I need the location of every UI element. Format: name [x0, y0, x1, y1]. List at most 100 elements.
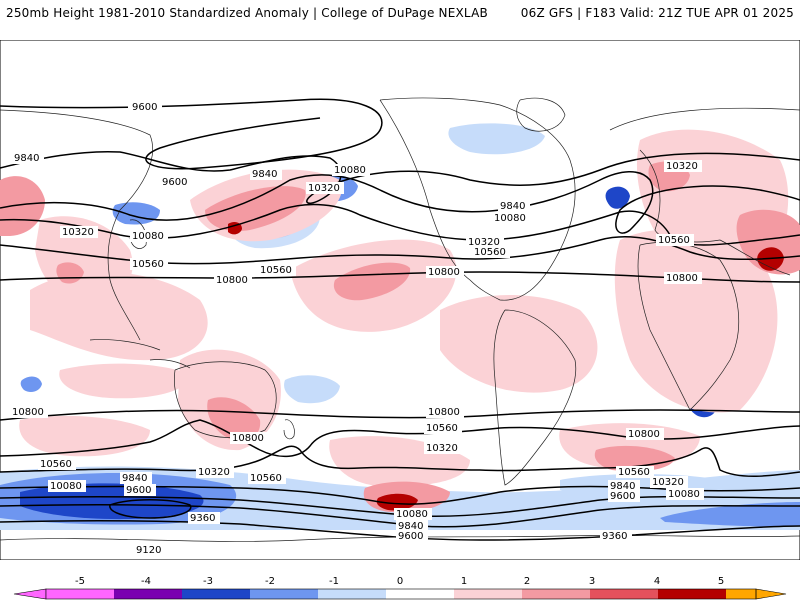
- southern-negative-se: [660, 502, 800, 527]
- south-pacific-deep-red: [376, 493, 418, 511]
- contour-label-10800-americas: 10800: [428, 267, 460, 278]
- east-pacific-red: [333, 262, 411, 301]
- south-america-coast: [493, 309, 577, 486]
- contour-label-10800-south-west: 10800: [12, 407, 44, 418]
- contour-label-9600-north: 9600: [132, 102, 157, 113]
- anomaly-map: 9600 9840 9600 9840 10080 10320 10320 10…: [0, 40, 800, 560]
- contour-10560-south: [0, 419, 800, 458]
- contour-label-10320-americas: 10320: [468, 237, 500, 248]
- contour-label-10560-europe: 10560: [658, 235, 690, 246]
- colorbar-tick-neg5: -5: [75, 576, 85, 587]
- contour-label-10560-asia: 10560: [132, 259, 164, 270]
- contour-label-9360-south-east: 9360: [602, 531, 627, 542]
- australia-red: [207, 397, 261, 442]
- southern-negative-deep: [20, 483, 204, 520]
- colorbar-bin-neg2: [250, 589, 318, 599]
- contour-label-9840-south-east: 9840: [610, 481, 635, 492]
- canada-negative: [448, 123, 545, 155]
- contour-label-10320-south-east: 10320: [652, 477, 684, 488]
- australia-coast: [174, 361, 277, 438]
- contour-9360-south: [0, 519, 800, 541]
- indian-pink: [59, 363, 190, 399]
- contour-label-9360-south-west: 9360: [190, 513, 215, 524]
- contour-labels: 9600 9840 9600 9840 10080 10320 10320 10…: [10, 100, 704, 556]
- africa-coast: [637, 241, 740, 411]
- colorbar-tick-pos1: 1: [461, 576, 467, 587]
- colorbar-tick-pos5: 5: [718, 576, 724, 587]
- contour-label-10800-australia: 10800: [232, 433, 264, 444]
- colorbar: -5 -4 -3 -2 -1 0 1 2 3 4 5: [13, 576, 787, 600]
- contour-label-10080-south-central: 10080: [396, 509, 428, 520]
- colorbar-bin-pos4: [658, 589, 726, 599]
- contour-label-9840-south-central: 9840: [398, 521, 423, 532]
- model-run-info: 06Z GFS | F183 Valid: 21Z TUE APR 01 202…: [520, 6, 794, 20]
- north-america-coast: [379, 97, 576, 301]
- colorbar-bin-pos5: [726, 589, 756, 599]
- contour-10320-south: [0, 445, 800, 477]
- colorbar-bin-neg1: [318, 589, 386, 599]
- colorbar-bin-neg3: [182, 589, 250, 599]
- south-pacific-negative: [284, 375, 340, 404]
- contour-label-9600-pacific: 9600: [162, 177, 187, 188]
- contour-label-10320-pacific: 10320: [308, 183, 340, 194]
- colorbar-tick-neg3: -3: [203, 576, 213, 587]
- colorbar-bin-neg5: [46, 589, 114, 599]
- north-pacific-red: [205, 186, 306, 232]
- contour-label-10080-americas: 10080: [494, 213, 526, 224]
- colorbar-tick-neg4: -4: [141, 576, 151, 587]
- atlantic-negative: [605, 186, 630, 209]
- asia-pink: [35, 216, 133, 302]
- colorbar-bin-neg4: [114, 589, 182, 599]
- colorbar-bin-pos2: [522, 589, 590, 599]
- contour-label-10560-south-central: 10560: [426, 423, 458, 434]
- contour-9120-south: [109, 499, 192, 519]
- nz-coast: [283, 419, 295, 440]
- contour-label-9600-south-west: 9600: [126, 485, 151, 496]
- contour-9600-north: [0, 98, 383, 170]
- contour-label-10080-south-west: 10080: [50, 481, 82, 492]
- south-atlantic-red: [594, 445, 675, 472]
- contour-label-10800-pacific: 10800: [216, 275, 248, 286]
- colorbar-tick-pos4: 4: [654, 576, 660, 587]
- indonesia-coast: [89, 339, 191, 369]
- contour-label-9840-pacific: 9840: [252, 169, 277, 180]
- contour-label-9600-south-east: 9600: [610, 491, 635, 502]
- contour-label-9840-south-west: 9840: [122, 473, 147, 484]
- contour-label-10320-south-central: 10320: [426, 443, 458, 454]
- contour-label-9840-americas: 9840: [500, 201, 525, 212]
- colorbar-bin-pos3: [590, 589, 658, 599]
- colorbar-arrow-right: [755, 588, 787, 600]
- contour-label-10320-asia: 10320: [62, 227, 94, 238]
- colorbar-bin-zero: [386, 589, 454, 599]
- africa-pink: [614, 229, 778, 413]
- colorbar-arrow-left: [13, 588, 47, 600]
- contour-label-9120-south: 9120: [136, 545, 161, 556]
- map-title: 250mb Height 1981-2010 Standardized Anom…: [6, 6, 488, 20]
- contour-label-10080-pacific: 10080: [334, 165, 366, 176]
- indian-negative: [20, 376, 42, 392]
- colorbar-bin-pos1: [454, 589, 522, 599]
- colorbar-tick-pos3: 3: [589, 576, 595, 587]
- contour-10080-north: [0, 171, 800, 234]
- contour-9840-north: [0, 150, 800, 204]
- colorbar-tick-neg1: -1: [329, 576, 339, 587]
- s-indian-pink: [19, 415, 150, 457]
- greenland-coast: [516, 97, 566, 132]
- contour-label-10080-asia: 10080: [132, 231, 164, 242]
- contour-label-10560-south-pacific: 10560: [250, 473, 282, 484]
- americas-pink: [440, 295, 598, 393]
- contour-label-10800-south-central: 10800: [428, 407, 460, 418]
- contour-label-10320-south-pacific: 10320: [198, 467, 230, 478]
- colorbar-tick-neg2: -2: [265, 576, 275, 587]
- contour-label-10800-europe: 10800: [666, 273, 698, 284]
- japan-coast: [129, 219, 147, 249]
- contour-label-10800-south-east: 10800: [628, 429, 660, 440]
- contour-label-10560-pacific: 10560: [260, 265, 292, 276]
- contour-label-10560-south-west: 10560: [40, 459, 72, 470]
- contour-label-10560-south-east: 10560: [618, 467, 650, 478]
- colorbar-tick-pos2: 2: [524, 576, 530, 587]
- eurasia-coast: [0, 107, 800, 341]
- colorbar-tick-zero: 0: [397, 576, 403, 587]
- contour-label-10560-americas: 10560: [474, 247, 506, 258]
- contour-label-9840-west: 9840: [14, 153, 39, 164]
